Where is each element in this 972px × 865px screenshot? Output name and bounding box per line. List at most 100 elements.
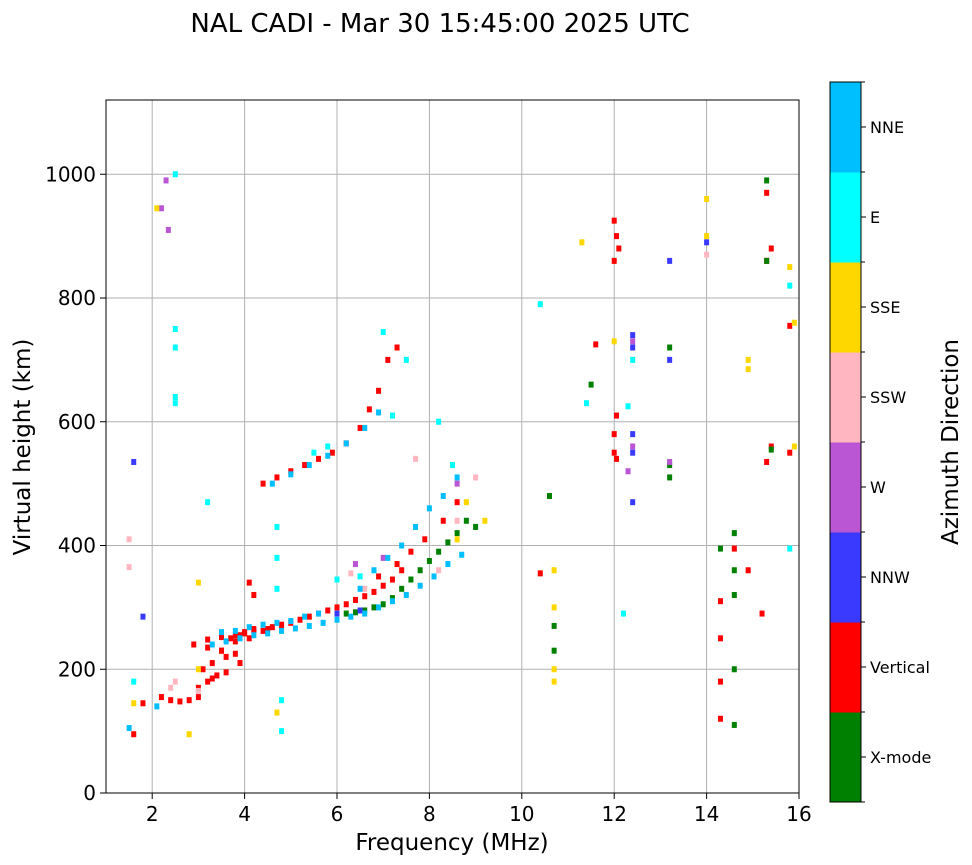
data-point-ssw [454, 517, 460, 524]
data-point-nne [320, 619, 326, 626]
data-point-sse [551, 678, 557, 685]
data-point-vertical [717, 678, 723, 685]
data-marks [126, 171, 797, 738]
data-point-x-mode [547, 493, 553, 499]
data-point-vertical [334, 604, 340, 611]
data-point-nnw [667, 257, 673, 264]
data-point-nnw [630, 344, 636, 351]
data-point-nne [376, 604, 382, 611]
colorbar-tick-label: W [870, 478, 886, 497]
data-point-x-mode [551, 622, 557, 629]
data-point-x-mode [436, 548, 442, 555]
data-point-x-mode [362, 607, 368, 614]
y-tick-label: 1000 [45, 162, 96, 186]
data-point-nnw [630, 449, 636, 456]
data-point-nne [399, 542, 405, 549]
data-point-nne [357, 585, 363, 592]
data-point-sse [745, 366, 751, 373]
data-point-vertical [787, 322, 793, 329]
colorbar-label: Azimuth Direction [938, 339, 964, 545]
data-point-e [325, 443, 331, 450]
y-tick-label: 400 [58, 534, 96, 558]
data-point-sse [551, 604, 557, 611]
data-point-e [172, 394, 178, 400]
y-tick-label: 800 [58, 286, 96, 310]
data-point-w [352, 561, 358, 568]
colorbar-segment [830, 622, 861, 713]
data-point-vertical [302, 462, 308, 469]
data-point-sse [482, 517, 488, 524]
data-point-ssw [473, 474, 479, 481]
data-point-nne [413, 523, 419, 530]
data-point-nne [385, 554, 391, 561]
data-point-e [625, 403, 631, 410]
data-point-w [667, 458, 673, 465]
data-point-e [205, 499, 211, 506]
data-point-vertical [205, 644, 211, 651]
data-point-sse [791, 443, 797, 450]
data-point-vertical [279, 622, 285, 629]
colorbar: X-mode Vertical NNW W SSW SSE E NNE [829, 81, 931, 803]
data-point-e [583, 400, 589, 407]
colorbar-segment [830, 712, 861, 803]
data-point-vertical [232, 638, 238, 645]
data-point-vertical [209, 675, 215, 682]
data-point-e [787, 545, 793, 552]
data-point-vertical [343, 601, 349, 608]
data-point-x-mode [667, 474, 673, 481]
data-point-e [172, 344, 178, 351]
x-tick-label: 10 [509, 802, 534, 826]
data-point-nne [306, 622, 312, 629]
data-point-nnw [704, 239, 710, 246]
data-point-e [389, 412, 395, 419]
data-point-vertical [385, 356, 391, 363]
x-tick-label: 4 [238, 802, 251, 826]
data-point-ssw [436, 567, 442, 574]
data-point-nne [440, 493, 446, 499]
data-point-x-mode [717, 545, 723, 552]
data-point-vertical [768, 443, 774, 450]
data-point-x-mode [731, 530, 737, 537]
chart-title: NAL CADI - Mar 30 15:45:00 2025 UTC [190, 9, 689, 39]
colorbar-tick-label: Vertical [870, 658, 930, 677]
data-point-nne [269, 480, 275, 487]
data-point-x-mode [768, 446, 774, 453]
data-point-vertical [376, 573, 382, 580]
data-point-w [454, 480, 460, 487]
data-point-vertical [454, 499, 460, 506]
data-point-e [311, 449, 317, 456]
data-point-vertical [316, 455, 322, 462]
x-tick-label: 16 [786, 802, 811, 826]
data-point-sse [551, 666, 557, 673]
data-point-e [279, 697, 285, 704]
data-point-x-mode [764, 177, 770, 184]
data-point-nnw [630, 499, 636, 506]
data-point-sse [454, 536, 460, 543]
data-point-vertical [537, 570, 543, 577]
data-point-x-mode [343, 610, 349, 617]
colorbar-segment [830, 532, 861, 623]
data-point-sse [154, 205, 160, 212]
data-point-e [403, 356, 409, 363]
data-point-vertical [611, 217, 617, 224]
data-point-vertical [768, 245, 774, 252]
data-point-vertical [394, 561, 400, 568]
data-point-nnw [630, 431, 636, 438]
x-tick-label: 6 [331, 802, 344, 826]
data-point-vertical [611, 431, 617, 438]
data-point-x-mode [463, 517, 469, 524]
grid [106, 100, 800, 794]
data-point-ssw [348, 570, 354, 577]
data-point-w [630, 338, 636, 345]
data-point-nne [223, 638, 229, 645]
data-point-vertical [362, 593, 368, 600]
data-point-x-mode [588, 381, 594, 388]
data-point-sse [579, 239, 585, 246]
data-point-e [172, 171, 178, 178]
data-point-ssw [172, 678, 178, 685]
data-point-e [630, 356, 636, 363]
data-point-nnw [140, 613, 146, 620]
data-point-w [625, 468, 631, 475]
data-point-vertical [764, 458, 770, 465]
data-point-nne [246, 624, 252, 631]
